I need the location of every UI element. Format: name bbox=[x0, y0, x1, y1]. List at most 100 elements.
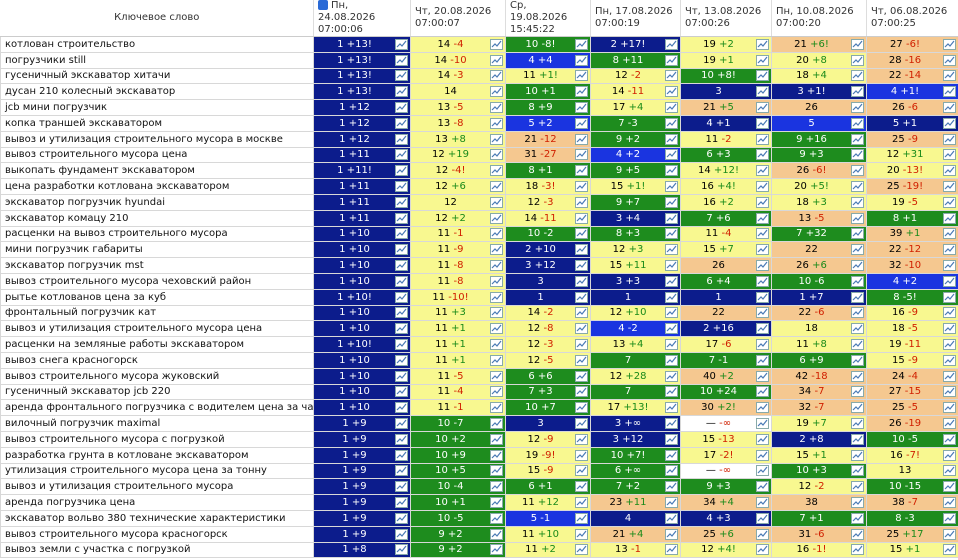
chart-icon[interactable] bbox=[756, 165, 769, 177]
chart-icon[interactable] bbox=[395, 275, 408, 287]
chart-icon[interactable] bbox=[665, 38, 678, 50]
chart-icon[interactable] bbox=[575, 528, 588, 540]
chart-icon[interactable] bbox=[395, 196, 408, 208]
date-header[interactable]: Пн, 10.08.2026 07:00:20 bbox=[771, 0, 867, 37]
keyword[interactable]: экскаватор комацу 210 bbox=[0, 209, 314, 227]
chart-icon[interactable] bbox=[943, 181, 956, 193]
chart-icon[interactable] bbox=[575, 212, 588, 224]
chart-icon[interactable] bbox=[756, 54, 769, 66]
keyword[interactable]: вывоз строительного мусора чеховский рай… bbox=[0, 272, 314, 290]
chart-icon[interactable] bbox=[851, 370, 864, 382]
chart-icon[interactable] bbox=[395, 291, 408, 303]
chart-icon[interactable] bbox=[851, 86, 864, 98]
chart-icon[interactable] bbox=[943, 465, 956, 477]
chart-icon[interactable] bbox=[851, 149, 864, 161]
keyword[interactable]: вывоз строительного мусора красногорск bbox=[0, 525, 314, 543]
chart-icon[interactable] bbox=[756, 307, 769, 319]
chart-icon[interactable] bbox=[490, 54, 503, 66]
chart-icon[interactable] bbox=[575, 196, 588, 208]
chart-icon[interactable] bbox=[395, 133, 408, 145]
chart-icon[interactable] bbox=[756, 291, 769, 303]
chart-icon[interactable] bbox=[395, 86, 408, 98]
chart-icon[interactable] bbox=[395, 70, 408, 82]
chart-icon[interactable] bbox=[575, 149, 588, 161]
chart-icon[interactable] bbox=[665, 481, 678, 493]
date-header[interactable]: Чт, 20.08.2026 07:00:07 bbox=[410, 0, 506, 37]
keyword[interactable]: аренда погрузчика цена bbox=[0, 494, 314, 511]
chart-icon[interactable] bbox=[395, 465, 408, 477]
chart-icon[interactable] bbox=[575, 323, 588, 335]
keyword[interactable]: вывоз и утилизация строительного мусора bbox=[0, 478, 314, 496]
chart-icon[interactable] bbox=[756, 465, 769, 477]
chart-icon[interactable] bbox=[943, 165, 956, 177]
chart-icon[interactable] bbox=[395, 528, 408, 540]
chart-icon[interactable] bbox=[395, 433, 408, 445]
chart-icon[interactable] bbox=[851, 528, 864, 540]
chart-icon[interactable] bbox=[575, 354, 588, 366]
date-header[interactable]: Пн, 17.08.2026 07:00:19 bbox=[590, 0, 681, 37]
keyword[interactable]: дусан 210 колесный экскаватор bbox=[0, 83, 314, 101]
chart-icon[interactable] bbox=[943, 275, 956, 287]
chart-icon[interactable] bbox=[943, 354, 956, 366]
chart-icon[interactable] bbox=[665, 370, 678, 382]
chart-icon[interactable] bbox=[943, 418, 956, 430]
chart-icon[interactable] bbox=[575, 54, 588, 66]
chart-icon[interactable] bbox=[756, 528, 769, 540]
chart-icon[interactable] bbox=[943, 323, 956, 335]
chart-icon[interactable] bbox=[665, 528, 678, 540]
keyword[interactable]: вывоз земли с участка с погрузкой bbox=[0, 541, 314, 559]
chart-icon[interactable] bbox=[943, 449, 956, 461]
chart-icon[interactable] bbox=[943, 260, 956, 272]
chart-icon[interactable] bbox=[395, 181, 408, 193]
chart-icon[interactable] bbox=[665, 181, 678, 193]
chart-icon[interactable] bbox=[395, 307, 408, 319]
keyword[interactable]: рытье котлованов цена за куб bbox=[0, 288, 314, 306]
keyword[interactable]: вывоз и утилизация строительного мусора … bbox=[0, 320, 314, 338]
chart-icon[interactable] bbox=[756, 38, 769, 50]
chart-icon[interactable] bbox=[851, 354, 864, 366]
chart-icon[interactable] bbox=[756, 275, 769, 287]
chart-icon[interactable] bbox=[943, 244, 956, 256]
chart-icon[interactable] bbox=[851, 54, 864, 66]
chart-icon[interactable] bbox=[756, 433, 769, 445]
chart-icon[interactable] bbox=[490, 433, 503, 445]
chart-icon[interactable] bbox=[851, 275, 864, 287]
keyword[interactable]: вывоз и утилизация строительного мусора … bbox=[0, 130, 314, 148]
chart-icon[interactable] bbox=[575, 102, 588, 114]
chart-icon[interactable] bbox=[665, 323, 678, 335]
chart-icon[interactable] bbox=[575, 512, 588, 524]
chart-icon[interactable] bbox=[395, 212, 408, 224]
chart-icon[interactable] bbox=[490, 275, 503, 287]
chart-icon[interactable] bbox=[490, 133, 503, 145]
chart-icon[interactable] bbox=[395, 244, 408, 256]
chart-icon[interactable] bbox=[851, 212, 864, 224]
chart-icon[interactable] bbox=[665, 196, 678, 208]
chart-icon[interactable] bbox=[851, 165, 864, 177]
chart-icon[interactable] bbox=[575, 86, 588, 98]
chart-icon[interactable] bbox=[575, 481, 588, 493]
keyword[interactable]: вывоз строительного мусора с погрузкой bbox=[0, 430, 314, 448]
chart-icon[interactable] bbox=[756, 497, 769, 508]
chart-icon[interactable] bbox=[575, 133, 588, 145]
chart-icon[interactable] bbox=[756, 260, 769, 272]
chart-icon[interactable] bbox=[395, 544, 408, 556]
chart-icon[interactable] bbox=[756, 181, 769, 193]
chart-icon[interactable] bbox=[756, 481, 769, 493]
chart-icon[interactable] bbox=[943, 86, 956, 98]
chart-icon[interactable] bbox=[395, 117, 408, 129]
chart-icon[interactable] bbox=[943, 291, 956, 303]
chart-icon[interactable] bbox=[756, 354, 769, 366]
chart-icon[interactable] bbox=[665, 291, 678, 303]
chart-icon[interactable] bbox=[665, 275, 678, 287]
keyword[interactable]: погрузчики still bbox=[0, 51, 314, 69]
chart-icon[interactable] bbox=[943, 70, 956, 82]
chart-icon[interactable] bbox=[665, 307, 678, 319]
chart-icon[interactable] bbox=[665, 354, 678, 366]
chart-icon[interactable] bbox=[575, 497, 588, 508]
chart-icon[interactable] bbox=[395, 402, 408, 414]
keyword[interactable]: экскаватор вольво 380 технические характ… bbox=[0, 509, 314, 527]
chart-icon[interactable] bbox=[665, 465, 678, 477]
chart-icon[interactable] bbox=[756, 86, 769, 98]
chart-icon[interactable] bbox=[665, 212, 678, 224]
chart-icon[interactable] bbox=[490, 244, 503, 256]
